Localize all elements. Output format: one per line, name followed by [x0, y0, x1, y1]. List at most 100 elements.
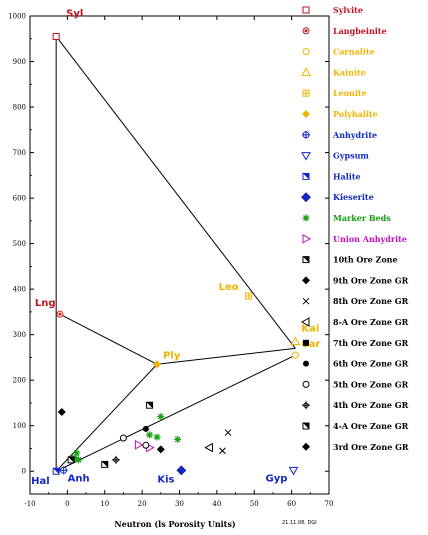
y-tick-label: 800: [13, 104, 26, 112]
legend-marker-sylvite: [302, 6, 310, 14]
legend-marker-polyhalite: [302, 110, 310, 118]
sample-point-10th-ore-zone: [101, 460, 109, 468]
legend-marker-3rd-ore-zone-gr: [302, 442, 310, 451]
legend-label-polyhalite: Polyhalite: [333, 109, 378, 119]
legend-label-sylvite: Sylvite: [333, 5, 363, 15]
mineral-label-halite: Hal: [31, 476, 50, 487]
axes: -10 0 10 20 30 40 50 60 700100200300400500600700…: [8, 13, 333, 509]
legend-marker-kieserite: [301, 192, 311, 203]
sample-point-4th-ore-zone-gr: [111, 455, 120, 464]
tie-line: [157, 347, 296, 365]
x-tick-label: 50: [250, 500, 259, 508]
mineral-label-leonite: Leo: [219, 282, 239, 293]
sample-point-4-a-ore-zone-gr: [67, 456, 75, 464]
y-tick-label: 400: [13, 286, 26, 294]
sample-points: [57, 401, 232, 468]
sample-point-5th-ore-zone-gr: [142, 441, 150, 449]
mineral-point-anhydrite: [59, 466, 68, 475]
sample-point-marker-beds: [75, 456, 83, 464]
tie-lines: [55, 36, 296, 472]
sample-point-union-anhydrite: [134, 439, 144, 450]
legend-marker-marker-beds: [302, 214, 310, 222]
sample-point-8th-ore-zone-gr: [219, 447, 226, 455]
mineral-point-leonite: [245, 292, 253, 300]
legend-marker-5th-ore-zone-gr: [302, 380, 310, 388]
legend-marker-9th-ore-zone-gr: [302, 276, 310, 285]
mineral-label-carnalite: Car: [301, 339, 320, 350]
sample-point-marker-beds: [146, 431, 154, 439]
y-tick-label: 700: [13, 149, 26, 157]
tie-line: [55, 36, 296, 349]
mineral-point-polyhalite: [153, 360, 162, 369]
legend-label-kainite: Kainite: [333, 67, 366, 77]
x-tick-label: 30: [175, 500, 184, 508]
legend-marker-leonite: [302, 89, 310, 97]
mineral-label-gypsum: Gyp: [265, 473, 287, 484]
x-tick-label: 20: [138, 500, 147, 508]
mineral-point-carnalite: [291, 351, 299, 359]
legend-marker-kainite: [301, 67, 311, 76]
legend-marker-halite: [302, 172, 310, 180]
y-tick-label: 300: [13, 331, 26, 339]
sample-point-9th-ore-zone-gr: [57, 408, 66, 417]
x-tick-label: 70: [325, 500, 334, 508]
legend-marker-7th-ore-zone-gr: [303, 339, 309, 346]
mineral-point-halite: [52, 467, 60, 475]
tie-line: [59, 313, 158, 365]
sample-point-5th-ore-zone-gr: [119, 434, 127, 442]
legend-label-7th-ore-zone-gr: 7th Ore Zone GR: [333, 338, 409, 348]
legend-marker-union-anhydrite: [302, 233, 312, 244]
x-tick-label: 10: [100, 500, 109, 508]
legend-label-carnalite: Carnalite: [333, 47, 375, 57]
legend-label-gypsum: Gypsum: [333, 151, 369, 161]
legend-label-anhydrite: Anhydrite: [332, 130, 377, 140]
mineral-label-kainite: Kai: [301, 323, 319, 334]
x-axis-label: Neutron (ls Porosity Units): [114, 519, 236, 529]
sample-point-8-a-ore-zone-gr: [204, 442, 213, 453]
y-tick-label: 900: [13, 58, 26, 66]
mineral-point-sylvite: [52, 32, 60, 40]
mineral-label-anhydrite: Anh: [68, 473, 90, 484]
mineral-label-polyhalite: Ply: [163, 350, 181, 361]
legend-marker-langbeinite: [302, 27, 310, 35]
mineral-point-kieserite: [176, 465, 187, 476]
legend-marker-10th-ore-zone: [302, 256, 310, 264]
mineral-points: Syl Lng Car Kai Leo Ply Anh Gyp Hal Kis: [31, 8, 320, 487]
legend: Sylvite Langbeinite Carnalite Kainite Leonit…: [300, 5, 409, 452]
legend-label-langbeinite: Langbeinite: [333, 26, 387, 36]
legend-marker-6th-ore-zone-gr: [303, 360, 309, 367]
legend-marker-4th-ore-zone-gr: [302, 401, 310, 410]
sample-point-marker-beds: [174, 435, 182, 443]
legend-marker-gypsum: [301, 152, 311, 161]
legend-label-marker-beds: Marker Beds: [333, 213, 391, 223]
sample-point-9th-ore-zone-gr: [156, 445, 165, 454]
sample-point-marker-beds: [153, 433, 161, 441]
legend-label-4th-ore-zone-gr: 4th Ore Zone GR: [333, 400, 409, 410]
legend-label-union-anhydrite: Union Anhydrite: [333, 234, 407, 244]
x-tick-label: 0: [65, 500, 69, 508]
sample-point-marker-beds: [157, 413, 165, 421]
y-tick-label: 500: [13, 240, 26, 248]
mineral-point-langbeinite: [56, 310, 64, 318]
legend-label-4-a-ore-zone-gr: 4-A Ore Zone GR: [333, 421, 409, 431]
y-tick-label: 200: [13, 377, 26, 385]
legend-label-halite: Halite: [333, 171, 361, 181]
legend-marker-8-a-ore-zone-gr: [300, 317, 310, 327]
x-tick-label: 40: [212, 500, 221, 508]
x-tick-label: -10: [24, 500, 35, 508]
legend-marker-anhydrite: [302, 130, 310, 139]
legend-label-6th-ore-zone-gr: 6th Ore Zone GR: [333, 359, 409, 369]
y-tick-label: 0: [22, 468, 26, 476]
mineral-point-kainite: [290, 336, 301, 345]
legend-label-leonite: Leonite: [333, 88, 367, 98]
mineral-label-langbeinite: Lng: [35, 298, 56, 309]
sample-point-8th-ore-zone-gr: [224, 429, 232, 436]
legend-label-kieserite: Kieserite: [333, 192, 374, 202]
mineral-point-gypsum: [288, 466, 299, 476]
legend-marker-carnalite: [302, 48, 310, 56]
tie-line: [55, 354, 296, 472]
mineral-label-kieserite: Kis: [157, 474, 174, 485]
y-tick-label: 1000: [8, 13, 26, 21]
